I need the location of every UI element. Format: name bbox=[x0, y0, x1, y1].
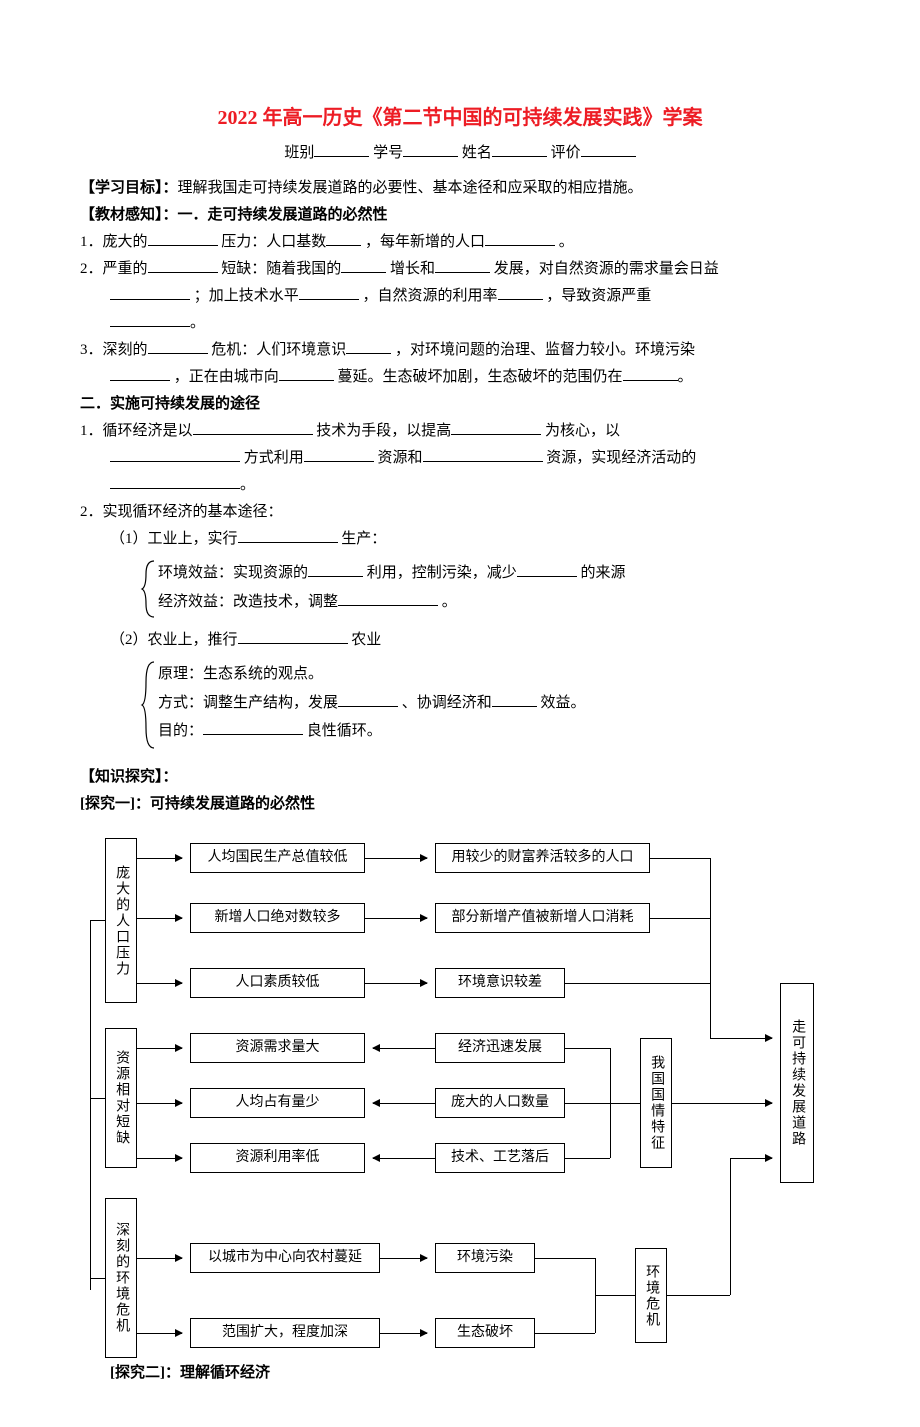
label-name: 姓名 bbox=[462, 145, 492, 161]
s2-item2: 2．实现循环经济的基本途径： bbox=[80, 499, 840, 526]
midbox-0: 人均国民生产总值较低 bbox=[190, 843, 365, 873]
rightbox-4: 庞大的人口数量 bbox=[435, 1088, 565, 1118]
brace-group-2: 原理：生态系统的观点。 方式：调整生产结构，发展 、协调经济和 效益。 目的： … bbox=[140, 660, 840, 750]
left-brace-icon bbox=[140, 559, 158, 619]
rightbox-6: 环境污染 bbox=[435, 1243, 535, 1273]
midbox-5: 资源利用率低 bbox=[190, 1143, 365, 1173]
brace1-line2: 经济效益：改造技术，调整 。 bbox=[158, 588, 840, 617]
explore1-heading: [探究一]：可持续发展道路的必然性 bbox=[80, 791, 840, 818]
midbox-7: 范围扩大，程度加深 bbox=[190, 1318, 380, 1348]
s2-item1-cont2: 。 bbox=[80, 472, 840, 499]
student-info-line: 班别 学号 姓名 评价 bbox=[80, 140, 840, 167]
rightbox-5: 技术、工艺落后 bbox=[435, 1143, 565, 1173]
rightbox-0: 用较少的财富养活较多的人口 bbox=[435, 843, 650, 873]
s2-item1: 1．循环经济是以 技术为手段，以提高 为核心，以 bbox=[80, 418, 840, 445]
s1-item2: 2．严重的 短缺：随着我国的 增长和 发展，对自然资源的需求量会日益 bbox=[80, 256, 840, 283]
s2-sub1: （1）工业上，实行 生产： bbox=[80, 526, 840, 553]
explore-heading: 【知识探究】： bbox=[80, 764, 840, 791]
midbox-6: 以城市为中心向农村蔓延 bbox=[190, 1243, 380, 1273]
midbox-2: 人口素质较低 bbox=[190, 968, 365, 998]
page-title: 2022 年高一历史《第二节中国的可持续发展实践》学案 bbox=[80, 100, 840, 136]
s2-sub2: （2）农业上，推行 农业 bbox=[80, 627, 840, 654]
s2-item1-cont: 方式利用 资源和 资源，实现经济活动的 bbox=[80, 445, 840, 472]
left-brace-icon bbox=[140, 660, 158, 750]
vbox-guoqing: 我国国情特征 bbox=[640, 1038, 672, 1168]
midbox-3: 资源需求量大 bbox=[190, 1033, 365, 1063]
s1-item3-cont: ，正在由城市向 蔓延。生态破坏加剧，生态破坏的范围仍在。 bbox=[80, 364, 840, 391]
section1-heading: 【教材感知】：一．走可持续发展道路的必然性 bbox=[80, 202, 840, 229]
brace-group-1: 环境效益：实现资源的 利用，控制污染，减少 的来源 经济效益：改造技术，调整 。 bbox=[140, 559, 840, 619]
s1-item1: 1．庞大的 压力：人口基数 ，每年新增的人口 。 bbox=[80, 229, 840, 256]
goals-line: 【学习目标】：理解我国走可持续发展道路的必要性、基本途径和应采取的相应措施。 bbox=[80, 175, 840, 202]
midbox-4: 人均占有量少 bbox=[190, 1088, 365, 1118]
finalbox: 走可持续发展道路 bbox=[780, 983, 814, 1183]
brace1-line1: 环境效益：实现资源的 利用，控制污染，减少 的来源 bbox=[158, 559, 840, 588]
flowchart-diagram: 庞大的人口压力 资源相对短缺 深刻的环境危机 人均国民生产总值较低 新增人口绝对… bbox=[80, 828, 840, 1388]
rightbox-7: 生态破坏 bbox=[435, 1318, 535, 1348]
leftbox-environment: 深刻的环境危机 bbox=[105, 1198, 137, 1358]
goals-text: 理解我国走可持续发展道路的必要性、基本途径和应采取的相应措施。 bbox=[178, 180, 643, 196]
s1-item2-cont: ；加上技术水平 ，自然资源的利用率 ，导致资源严重 bbox=[80, 283, 840, 310]
rightbox-2: 环境意识较差 bbox=[435, 968, 565, 998]
rightbox-1: 部分新增产值被新增人口消耗 bbox=[435, 903, 650, 933]
vbox-huanjing: 环境危机 bbox=[635, 1248, 667, 1343]
s1-item3: 3．深刻的 危机：人们环境意识 ，对环境问题的治理、监督力较小。环境污染 bbox=[80, 337, 840, 364]
label-class: 班别 bbox=[284, 145, 314, 161]
section2-heading: 二．实施可持续发展的途径 bbox=[80, 391, 840, 418]
rightbox-3: 经济迅速发展 bbox=[435, 1033, 565, 1063]
label-id: 学号 bbox=[373, 145, 403, 161]
brace2-line3: 目的： 良性循环。 bbox=[158, 717, 840, 746]
midbox-1: 新增人口绝对数较多 bbox=[190, 903, 365, 933]
leftbox-population: 庞大的人口压力 bbox=[105, 838, 137, 1003]
brace2-line1: 原理：生态系统的观点。 bbox=[158, 660, 840, 689]
s1-item2-cont2: 。 bbox=[80, 310, 840, 337]
leftbox-resource: 资源相对短缺 bbox=[105, 1028, 137, 1168]
label-score: 评价 bbox=[551, 145, 581, 161]
brace2-line2: 方式：调整生产结构，发展 、协调经济和 效益。 bbox=[158, 689, 840, 718]
goals-label: 【学习目标】： bbox=[80, 180, 178, 196]
